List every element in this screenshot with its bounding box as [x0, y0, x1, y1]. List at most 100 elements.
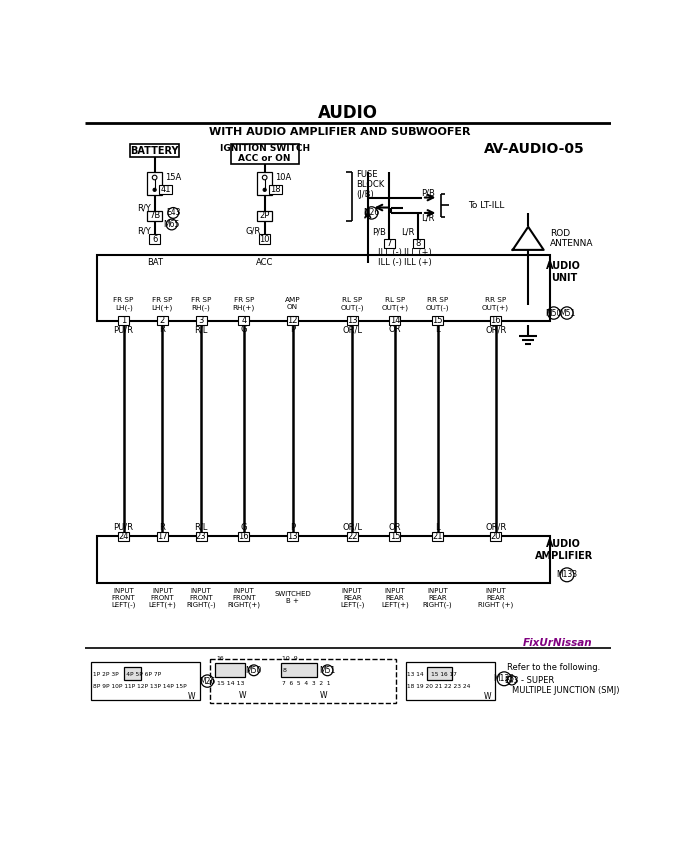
Text: W: W	[483, 692, 491, 701]
Bar	[287, 316, 298, 325]
Text: ROD
ANTENNA: ROD ANTENNA	[550, 229, 593, 248]
Text: FUSE
BLOCK
(J/B): FUSE BLOCK (J/B)	[356, 170, 384, 199]
Bar	[147, 211, 162, 220]
Bar	[118, 532, 129, 541]
Bar	[281, 663, 316, 677]
Text: 16: 16	[217, 657, 224, 661]
Text: BATTERY: BATTERY	[130, 145, 179, 155]
Bar	[149, 235, 160, 244]
Text: INPUT
FRONT
LEFT(+): INPUT FRONT LEFT(+)	[149, 587, 177, 609]
Text: 13: 13	[287, 532, 298, 541]
Text: P: P	[290, 522, 295, 532]
Text: W: W	[320, 691, 327, 701]
Text: INPUT
REAR
LEFT(+): INPUT REAR LEFT(+)	[381, 587, 409, 609]
Bar	[215, 663, 244, 677]
Text: 14: 14	[390, 316, 400, 325]
Text: INPUT
FRONT
LEFT(-): INPUT FRONT LEFT(-)	[111, 587, 136, 609]
Bar	[347, 316, 358, 325]
Text: INPUT
REAR
RIGHT (+): INPUT REAR RIGHT (+)	[478, 587, 513, 609]
Text: G: G	[240, 326, 247, 334]
Text: OR: OR	[388, 326, 401, 334]
Text: 18 19 20 21 22 23 24: 18 19 20 21 22 23 24	[407, 684, 471, 689]
Text: 7B: 7B	[149, 211, 160, 219]
Bar	[413, 239, 424, 248]
Bar	[347, 532, 358, 541]
Text: 20: 20	[490, 532, 501, 541]
Text: AMP
ON: AMP ON	[285, 297, 300, 311]
Text: R: R	[160, 522, 165, 532]
Circle shape	[263, 188, 266, 192]
Text: 13 14    15 16 17: 13 14 15 16 17	[407, 673, 457, 678]
Text: OR/R: OR/R	[485, 326, 507, 334]
Text: G: G	[240, 522, 247, 532]
Text: L: L	[435, 522, 440, 532]
Text: OR: OR	[388, 522, 401, 532]
Text: 41: 41	[160, 185, 170, 193]
Bar	[490, 316, 501, 325]
Text: R/L: R/L	[194, 326, 208, 334]
Text: OR/L: OR/L	[342, 522, 363, 532]
Text: 10A: 10A	[276, 173, 292, 182]
Text: To LT-ILL: To LT-ILL	[469, 201, 505, 209]
Text: R/Y: R/Y	[137, 226, 151, 235]
Text: 16: 16	[490, 316, 501, 325]
Text: 13: 13	[347, 316, 358, 325]
Text: MULTIPLE JUNCTION (SMJ): MULTIPLE JUNCTION (SMJ)	[512, 686, 619, 695]
Bar	[238, 316, 249, 325]
Bar	[490, 532, 501, 541]
Text: 10: 10	[259, 235, 270, 244]
Text: M50: M50	[246, 666, 262, 675]
Bar	[196, 532, 206, 541]
Text: M133: M133	[494, 674, 515, 684]
Text: 15A: 15A	[166, 173, 182, 182]
Text: ILL (-): ILL (-)	[378, 247, 401, 257]
Text: RL SP
OUT(+): RL SP OUT(+)	[382, 297, 408, 311]
Bar	[147, 172, 162, 195]
Text: FR SP
RH(-): FR SP RH(-)	[191, 297, 211, 311]
Bar	[432, 316, 443, 325]
Text: ACC: ACC	[256, 258, 274, 268]
Text: M51: M51	[559, 309, 575, 317]
Text: 4: 4	[241, 316, 246, 325]
Text: AUDIO
AMPLIFIER: AUDIO AMPLIFIER	[534, 539, 593, 561]
Text: M65: M65	[164, 220, 180, 229]
Text: FR SP
LH(-): FR SP LH(-)	[113, 297, 134, 311]
Text: P/B: P/B	[371, 228, 386, 236]
Bar	[118, 316, 129, 325]
Text: R: R	[160, 326, 165, 334]
Bar	[160, 185, 172, 193]
Circle shape	[153, 188, 156, 192]
Text: 8: 8	[282, 668, 287, 673]
Text: FixUrNissan: FixUrNissan	[523, 638, 593, 648]
Text: G/R: G/R	[246, 226, 261, 235]
Text: PU/R: PU/R	[113, 326, 134, 334]
Text: ILL (+): ILL (+)	[404, 247, 432, 257]
Text: L/R: L/R	[422, 213, 435, 222]
Text: E43: E43	[166, 208, 181, 218]
Text: W: W	[238, 691, 246, 701]
Text: 15: 15	[390, 532, 400, 541]
Text: 10  9: 10 9	[282, 657, 298, 661]
Text: IGNITION SWITCH
ACC or ON: IGNITION SWITCH ACC or ON	[219, 144, 310, 164]
Text: RR SP
OUT(+): RR SP OUT(+)	[482, 297, 509, 311]
Bar	[96, 255, 550, 321]
Text: 12: 12	[287, 316, 298, 325]
Text: 23: 23	[196, 532, 206, 541]
Bar	[257, 211, 272, 220]
Bar	[124, 668, 141, 679]
Text: M133: M133	[556, 571, 577, 579]
Text: 17: 17	[157, 532, 168, 541]
Text: ILL (+): ILL (+)	[404, 258, 432, 268]
Text: OR/R: OR/R	[485, 522, 507, 532]
Text: 8: 8	[416, 239, 421, 248]
Text: - SUPER: - SUPER	[521, 676, 555, 684]
Text: Refer to the following.: Refer to the following.	[507, 663, 600, 673]
Text: R/Y: R/Y	[137, 203, 151, 212]
Text: INPUT
FRONT
RIGHT(+): INPUT FRONT RIGHT(+)	[227, 587, 260, 609]
Bar	[157, 532, 168, 541]
Text: W: W	[188, 692, 196, 701]
Bar	[259, 235, 270, 244]
Bar	[390, 532, 401, 541]
Text: FR SP
LH(+): FR SP LH(+)	[151, 297, 173, 311]
Bar	[238, 532, 249, 541]
